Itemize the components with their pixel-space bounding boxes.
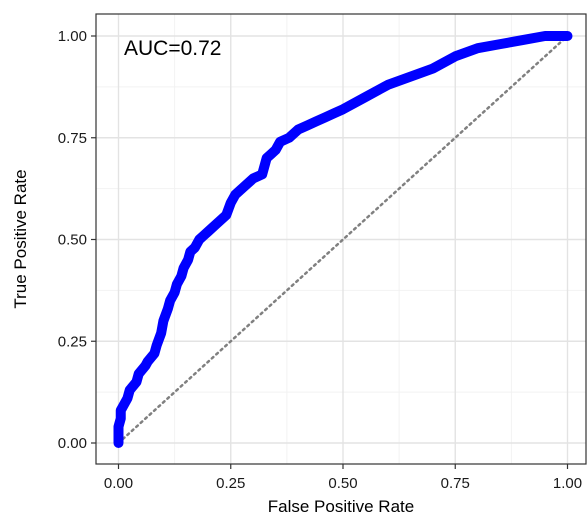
x-tick-label: 0.00 — [104, 475, 133, 492]
x-tick-label: 0.50 — [328, 475, 357, 492]
x-tick-label: 0.25 — [216, 475, 245, 492]
series-layer — [113, 31, 573, 448]
y-tick-label: 0.00 — [58, 435, 87, 452]
roc-curve-line — [113, 31, 573, 448]
y-tick-label: 0.75 — [58, 130, 87, 147]
y-tick-label: 0.25 — [58, 333, 87, 350]
chance-diagonal-line — [117, 34, 569, 445]
y-axis-ticks: 0.00 0.25 0.50 0.75 1.00 — [58, 28, 96, 452]
auc-annotation: AUC=0.72 — [124, 37, 221, 60]
x-axis-title: False Positive Rate — [268, 497, 414, 516]
x-axis-ticks: 0.00 0.25 0.50 0.75 1.00 — [104, 464, 582, 492]
x-tick-label: 0.75 — [441, 475, 470, 492]
x-tick-label: 1.00 — [553, 475, 582, 492]
major-gridlines — [96, 14, 586, 464]
y-tick-label: 0.50 — [58, 232, 87, 249]
y-tick-label: 1.00 — [58, 28, 87, 45]
y-axis-title: True Positive Rate — [11, 169, 30, 308]
